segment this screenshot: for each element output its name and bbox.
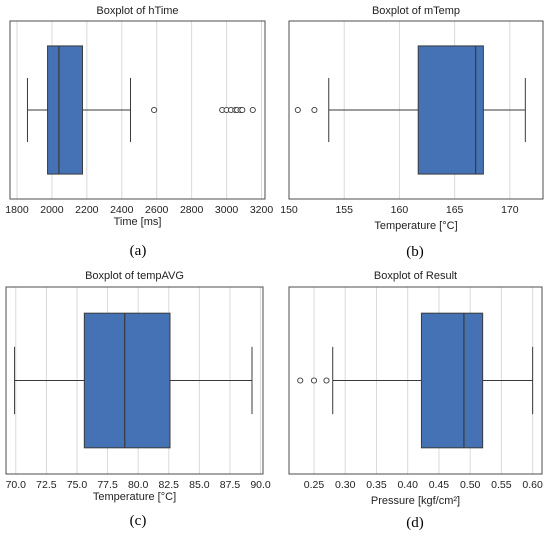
panel-caption: (b) <box>406 244 424 260</box>
x-tick-label: 2200 <box>75 204 99 216</box>
x-axis-label: Time [ms] <box>114 216 162 228</box>
panel-caption: (c) <box>130 513 147 529</box>
boxplot-panel-1: Boxplot of hTime 1800 2000 2200 2400 2600 2800… <box>5 5 273 259</box>
x-tick-label: 90.0 <box>250 479 271 491</box>
x-tick-label: 75.0 <box>67 479 88 491</box>
x-tick-label: 170 <box>501 204 519 216</box>
x-tick-label: 2400 <box>110 204 134 216</box>
x-tick-label: 70.0 <box>6 479 27 491</box>
x-tick-label: 0.45 <box>429 479 450 491</box>
x-tick-label: 160 <box>391 204 409 216</box>
x-tick-label: 82.5 <box>159 479 180 491</box>
plot-frame <box>5 286 264 475</box>
panel-caption: (d) <box>406 515 424 531</box>
outlier-point <box>310 377 318 384</box>
x-tick-label: 72.5 <box>36 479 57 491</box>
x-tick-label: 80.0 <box>128 479 149 491</box>
x-tick-label: 0.60 <box>522 479 543 491</box>
x-axis-label: Pressure [kgf/cm²] <box>371 495 460 507</box>
x-tick-label: 0.50 <box>460 479 481 491</box>
x-tick-label: 150 <box>280 204 298 216</box>
plot-frame <box>288 20 544 200</box>
outlier-point <box>311 106 318 114</box>
iqr-box <box>83 312 171 449</box>
x-tick-label: 3000 <box>215 204 239 216</box>
x-axis-label: Temperature [°C] <box>93 491 176 503</box>
chart-title: Boxplot of Result <box>374 270 457 282</box>
plot-frame <box>288 286 543 475</box>
x-tick-label: 2600 <box>145 204 169 216</box>
outlier-point <box>323 377 330 384</box>
iqr-box <box>47 45 83 175</box>
x-tick-label: 0.30 <box>335 479 356 491</box>
chart-title: Boxplot of tempAVG <box>85 270 184 282</box>
panel-caption: (a) <box>130 243 147 259</box>
outlier-point <box>151 106 158 114</box>
x-tick-label: 165 <box>446 204 464 216</box>
chart-title: Boxplot of mTemp <box>372 5 460 17</box>
outlier-point <box>249 106 256 114</box>
x-tick-label: 2000 <box>40 204 64 216</box>
outlier-point <box>239 106 246 114</box>
x-tick-label: 1800 <box>5 204 29 216</box>
x-tick-label: 0.35 <box>366 479 387 491</box>
plot-frame <box>9 20 266 200</box>
chart-title: Boxplot of hTime <box>96 5 178 17</box>
x-tick-label: 85.0 <box>189 479 210 491</box>
x-axis-label: Temperature [°C] <box>374 220 457 232</box>
x-tick-label: 3200 <box>250 204 274 216</box>
boxplot-panel-3: Boxplot of tempAVG 70.0 72.5 75.0 77.5 80.0 82… <box>5 270 271 529</box>
boxplot-panel-2: Boxplot of mTemp 150 155 160 165 170 Temperatu… <box>280 5 544 260</box>
x-tick-label: 77.5 <box>97 479 118 491</box>
x-tick-label: 0.40 <box>397 479 418 491</box>
x-tick-label: 0.25 <box>304 479 325 491</box>
boxplot-panel-4: Boxplot of Result 0.25 0.30 0.35 0.40 0.45 0.5… <box>288 270 543 531</box>
x-tick-label: 155 <box>335 204 353 216</box>
iqr-box <box>417 45 484 175</box>
outlier-point <box>294 106 301 114</box>
x-tick-label: 87.5 <box>220 479 241 491</box>
x-tick-label: 0.55 <box>491 479 512 491</box>
iqr-box <box>420 312 484 449</box>
outlier-point <box>297 377 304 384</box>
x-tick-label: 2800 <box>180 204 204 216</box>
